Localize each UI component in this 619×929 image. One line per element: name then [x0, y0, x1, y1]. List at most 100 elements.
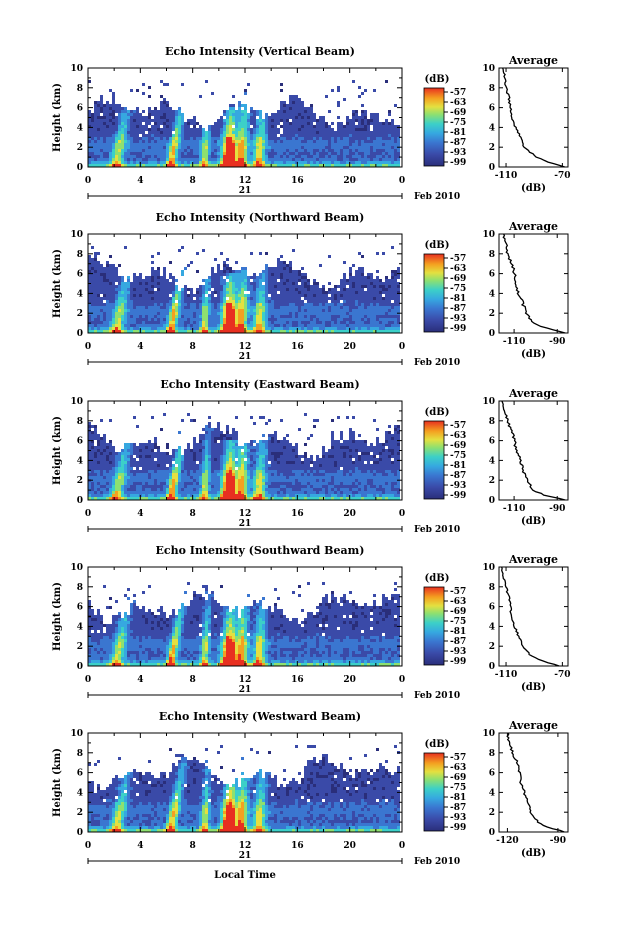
echo-cell: [217, 279, 220, 282]
echo-cell: [145, 458, 148, 461]
echo-cell: [253, 161, 256, 164]
echo-cell: [178, 470, 181, 473]
echo-cell: [376, 300, 379, 303]
echo-cell: [385, 164, 388, 167]
echo-cell: [397, 158, 400, 161]
echo-cell: [328, 164, 331, 167]
echo-cell: [163, 315, 166, 318]
echo-cell: [226, 306, 229, 309]
echo-cell: [163, 276, 166, 279]
average-y-tick-label: 8: [489, 84, 495, 94]
echo-cell: [196, 155, 199, 158]
echo-cell: [313, 143, 316, 146]
echo-cell: [181, 83, 184, 86]
echo-cell: [193, 140, 196, 143]
echo-cell: [190, 321, 193, 324]
echo-cell: [208, 149, 211, 152]
echo-cell: [163, 113, 166, 116]
x-tick-label: 16: [291, 176, 304, 186]
echo-cell: [370, 134, 373, 137]
echo-cell: [151, 446, 154, 449]
echo-cell: [379, 158, 382, 161]
echo-cell: [103, 497, 106, 500]
echo-cell: [334, 134, 337, 137]
echo-cell: [283, 270, 286, 273]
echo-cell: [358, 146, 361, 149]
echo-cell: [292, 146, 295, 149]
echo-cell: [238, 149, 241, 152]
echo-cell: [196, 152, 199, 155]
echo-cell: [157, 158, 160, 161]
echo-cell: [289, 128, 292, 131]
echo-cell: [241, 276, 244, 279]
echo-cell: [391, 276, 394, 279]
echo-cell: [259, 291, 262, 294]
echo-cell: [295, 270, 298, 273]
echo-cell: [358, 140, 361, 143]
echo-cell: [88, 309, 91, 312]
echo-cell: [196, 443, 199, 446]
echo-cell: [280, 276, 283, 279]
echo-cell: [187, 161, 190, 164]
echo-cell: [115, 461, 118, 464]
echo-cell: [151, 155, 154, 158]
echo-cell: [214, 146, 217, 149]
echo-cell: [97, 327, 100, 330]
echo-cell: [169, 312, 172, 315]
echo-cell: [331, 324, 334, 327]
echo-cell: [148, 482, 151, 485]
echo-cell: [331, 312, 334, 315]
echo-cell: [88, 255, 91, 258]
echo-cell: [133, 122, 136, 125]
echo-cell: [91, 440, 94, 443]
echo-cell: [391, 315, 394, 318]
echo-cell: [184, 467, 187, 470]
echo-cell: [94, 464, 97, 467]
echo-cell: [256, 327, 259, 330]
echo-cell: [205, 291, 208, 294]
echo-cell: [289, 282, 292, 285]
echo-cell: [289, 140, 292, 143]
echo-cell: [241, 155, 244, 158]
echo-cell: [301, 131, 304, 134]
echo-cell: [223, 297, 226, 300]
echo-cell: [121, 131, 124, 134]
echo-cell: [196, 122, 199, 125]
echo-cell: [226, 273, 229, 276]
echo-cell: [142, 467, 145, 470]
echo-cell: [91, 470, 94, 473]
echo-cell: [229, 113, 232, 116]
echo-cell: [286, 107, 289, 110]
echo-cell: [202, 318, 205, 321]
echo-cell: [151, 312, 154, 315]
echo-cell: [244, 303, 247, 306]
echo-cell: [298, 315, 301, 318]
echo-cell: [184, 134, 187, 137]
echo-cell: [202, 161, 205, 164]
echo-cell: [151, 476, 154, 479]
echo-cell: [166, 125, 169, 128]
echo-cell: [316, 161, 319, 164]
echo-cell: [103, 279, 106, 282]
echo-cell: [322, 300, 325, 303]
echo-cell: [361, 279, 364, 282]
echo-cell: [154, 273, 157, 276]
echo-cell: [229, 321, 232, 324]
echo-cell: [385, 122, 388, 125]
echo-cell: [124, 494, 127, 497]
echo-cell: [169, 282, 172, 285]
echo-cell: [376, 161, 379, 164]
echo-cell: [106, 149, 109, 152]
echo-cell: [283, 149, 286, 152]
echo-cell: [244, 110, 247, 113]
echo-cell: [154, 470, 157, 473]
echo-cell: [268, 306, 271, 309]
echo-cell: [151, 473, 154, 476]
echo-cell: [367, 309, 370, 312]
echo-cell: [328, 149, 331, 152]
echo-cell: [304, 291, 307, 294]
echo-cell: [265, 327, 268, 330]
echo-cell: [238, 164, 241, 167]
y-axis-label: Height (km): [52, 249, 63, 318]
echo-cell: [349, 303, 352, 306]
